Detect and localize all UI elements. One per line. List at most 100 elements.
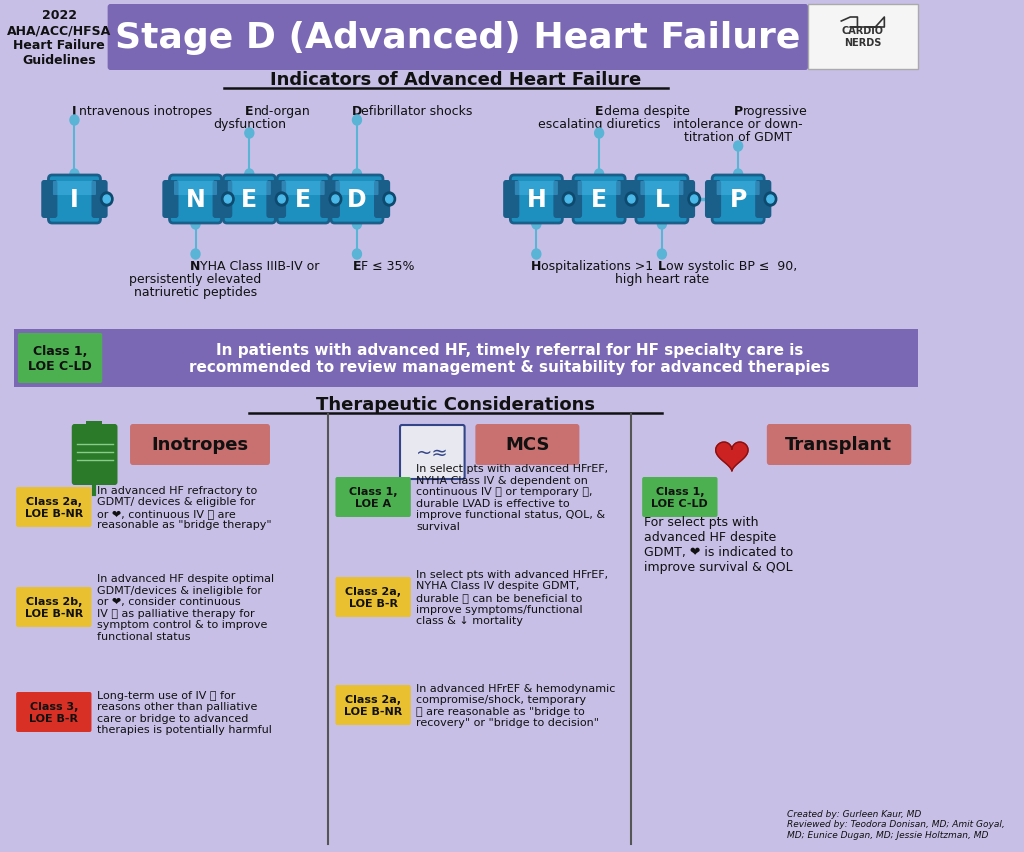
Circle shape (386, 196, 393, 204)
FancyBboxPatch shape (566, 181, 582, 219)
Text: Class 2a,
LOE B-NR: Class 2a, LOE B-NR (344, 694, 402, 716)
Circle shape (279, 196, 286, 204)
FancyBboxPatch shape (717, 181, 760, 196)
FancyBboxPatch shape (53, 181, 96, 196)
Circle shape (191, 220, 200, 230)
Circle shape (657, 220, 667, 230)
Text: Class 1,
LOE C-LD: Class 1, LOE C-LD (29, 344, 92, 372)
Text: ospitalizations >1: ospitalizations >1 (541, 260, 653, 273)
Circle shape (352, 220, 361, 230)
Circle shape (690, 196, 697, 204)
FancyBboxPatch shape (636, 176, 688, 224)
Text: N: N (185, 187, 206, 212)
Text: N: N (190, 260, 201, 273)
FancyBboxPatch shape (227, 181, 271, 196)
FancyBboxPatch shape (41, 181, 57, 219)
Text: F ≤ 35%: F ≤ 35% (361, 260, 415, 273)
Circle shape (531, 250, 541, 260)
Text: D: D (352, 105, 362, 118)
FancyBboxPatch shape (266, 181, 283, 219)
Text: Transplant: Transplant (785, 435, 892, 453)
Text: For select pts with
advanced HF despite
GDMT, ❤ is indicated to
improve survival: For select pts with advanced HF despite … (644, 515, 794, 573)
Circle shape (764, 193, 777, 207)
Bar (273, 185, 283, 215)
FancyBboxPatch shape (679, 181, 695, 219)
Circle shape (352, 170, 361, 180)
Text: Inotropes: Inotropes (152, 435, 249, 453)
Circle shape (767, 196, 774, 204)
FancyBboxPatch shape (16, 587, 91, 627)
FancyBboxPatch shape (553, 181, 569, 219)
Text: P: P (733, 105, 742, 118)
Circle shape (70, 170, 79, 180)
FancyBboxPatch shape (374, 181, 390, 219)
Text: E: E (591, 187, 607, 212)
FancyBboxPatch shape (336, 578, 411, 618)
Circle shape (224, 196, 231, 204)
Text: E: E (595, 105, 603, 118)
Text: E: E (242, 187, 257, 212)
Text: Class 3,
LOE B-R: Class 3, LOE B-R (30, 701, 78, 723)
Text: Indicators of Advanced Heart Failure: Indicators of Advanced Heart Failure (270, 71, 641, 89)
FancyBboxPatch shape (331, 176, 383, 224)
Circle shape (70, 116, 79, 126)
FancyBboxPatch shape (510, 176, 562, 224)
FancyBboxPatch shape (767, 424, 911, 465)
Circle shape (733, 170, 742, 180)
FancyBboxPatch shape (278, 176, 329, 224)
Circle shape (595, 129, 603, 139)
Circle shape (275, 193, 288, 207)
FancyBboxPatch shape (108, 5, 808, 71)
Circle shape (329, 193, 342, 207)
Text: I: I (70, 187, 79, 212)
Text: In advanced HF refractory to
GDMT/ devices & eligible for
or ❤, continuous IV 💉 : In advanced HF refractory to GDMT/ devic… (97, 485, 271, 530)
FancyBboxPatch shape (72, 424, 118, 486)
Circle shape (100, 193, 113, 207)
Text: Class 1,
LOE C-LD: Class 1, LOE C-LD (651, 486, 709, 508)
FancyBboxPatch shape (170, 176, 221, 224)
Bar (808, 5, 919, 70)
FancyBboxPatch shape (616, 181, 632, 219)
Bar (166, 185, 175, 215)
FancyBboxPatch shape (640, 181, 683, 196)
Text: Class 2a,
LOE B-NR: Class 2a, LOE B-NR (25, 497, 83, 518)
Circle shape (531, 220, 541, 230)
FancyBboxPatch shape (578, 181, 621, 196)
Text: Class 1,
LOE A: Class 1, LOE A (349, 486, 397, 508)
Circle shape (332, 196, 339, 204)
FancyBboxPatch shape (163, 181, 178, 219)
FancyBboxPatch shape (336, 685, 411, 725)
Text: E: E (245, 105, 254, 118)
Bar (220, 185, 228, 215)
FancyBboxPatch shape (515, 181, 558, 196)
Text: Long-term use of IV 💉 for
reasons other than palliative
care or bridge to advanc: Long-term use of IV 💉 for reasons other … (97, 690, 271, 734)
Text: natriuretic peptides: natriuretic peptides (134, 285, 257, 299)
Text: Therapeutic Considerations: Therapeutic Considerations (316, 395, 595, 413)
Text: nd-organ: nd-organ (254, 105, 310, 118)
Circle shape (221, 193, 234, 207)
Text: In advanced HF despite optimal
GDMT/devices & ineligible for
or ❤, consider cont: In advanced HF despite optimal GDMT/devi… (97, 573, 274, 642)
FancyBboxPatch shape (213, 181, 228, 219)
Text: H: H (531, 260, 542, 273)
Circle shape (191, 250, 200, 260)
Text: H: H (526, 187, 546, 212)
FancyBboxPatch shape (270, 181, 286, 219)
FancyBboxPatch shape (712, 176, 764, 224)
FancyBboxPatch shape (336, 181, 379, 196)
FancyBboxPatch shape (48, 176, 100, 224)
Circle shape (657, 250, 667, 260)
Text: CARDIO
NERDS: CARDIO NERDS (842, 26, 884, 48)
Text: In select pts with advanced HFrEF,
NYHA Class IV despite GDMT,
durable 🔧 can be : In select pts with advanced HFrEF, NYHA … (416, 569, 608, 625)
Circle shape (733, 141, 742, 152)
Text: escalating diuretics: escalating diuretics (538, 118, 660, 131)
Text: I: I (73, 105, 77, 118)
Text: intolerance or down-: intolerance or down- (674, 118, 803, 131)
Text: Created by: Gurleen Kaur, MD
Reviewed by: Teodora Donisan, MD; Amit Goyal,
MD; E: Created by: Gurleen Kaur, MD Reviewed by… (787, 809, 1006, 839)
Text: 2022
AHA/ACC/HFSA
Heart Failure
Guidelines: 2022 AHA/ACC/HFSA Heart Failure Guidelin… (7, 9, 112, 67)
FancyBboxPatch shape (130, 424, 270, 465)
FancyBboxPatch shape (629, 181, 645, 219)
FancyBboxPatch shape (336, 477, 411, 517)
Text: ntravenous inotropes: ntravenous inotropes (79, 105, 212, 118)
Bar (709, 185, 718, 215)
FancyBboxPatch shape (282, 181, 325, 196)
